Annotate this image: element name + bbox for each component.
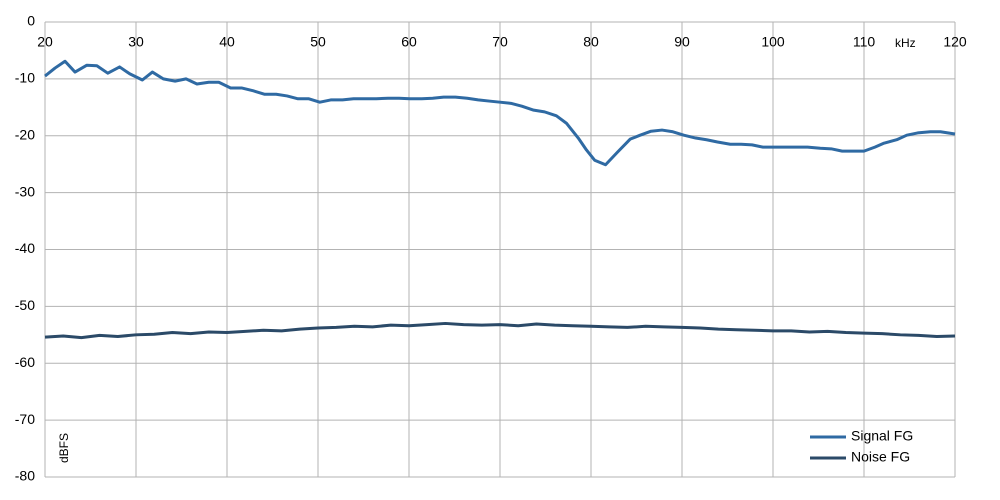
y-tick-label: -70 [15,411,35,427]
y-tick-label: -40 [15,240,35,256]
legend-label: Signal FG [851,428,913,444]
x-tick-label: 90 [674,34,690,50]
legend-label: Noise FG [851,449,910,465]
y-tick-label: -30 [15,183,35,199]
x-tick-label: 40 [219,34,235,50]
y-tick-label: -60 [15,354,35,370]
x-tick-label: 30 [128,34,144,50]
x-tick-label: 120 [943,34,967,50]
y-tick-label: 0 [27,13,35,29]
y-tick-label: -80 [15,468,35,484]
x-tick-label: 50 [310,34,326,50]
data-line [44,321,956,340]
y-tick-label: -50 [15,297,35,313]
y-axis-label: dBFS [57,433,71,463]
x-tick-label: 20 [37,34,53,50]
x-tick-label: 80 [583,34,599,50]
x-tick-label: 70 [492,34,508,50]
x-axis-label: kHz [895,36,916,50]
data-line [44,59,956,167]
plot: 0 -10 -20 -30 -40 -50 -60 -70 -80 20 30 40 50 60 70 80 9… [15,13,967,484]
y-tick-label: -10 [15,70,35,86]
y-tick-label: -20 [15,126,35,142]
x-tick-label: 100 [761,34,785,50]
x-tick-label: 110 [853,34,876,50]
x-tick-label: 60 [401,34,417,50]
